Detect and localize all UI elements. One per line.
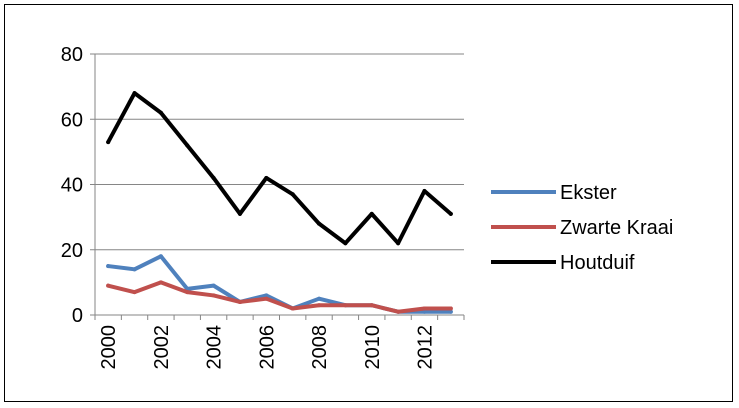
- x-tick-label: 2010: [362, 325, 384, 370]
- data-point: [448, 309, 453, 314]
- legend-label: Houtduif: [560, 252, 635, 274]
- y-tick-label: 40: [61, 175, 83, 197]
- data-point: [264, 175, 269, 180]
- data-point: [211, 293, 216, 298]
- series-line: [106, 280, 453, 314]
- legend-label: Zwarte Kraai: [560, 217, 673, 239]
- data-point: [211, 283, 216, 288]
- y-tick-label: 0: [72, 305, 83, 327]
- data-point: [132, 91, 137, 96]
- data-point: [448, 306, 453, 311]
- data-point: [343, 303, 348, 308]
- data-point: [369, 211, 374, 216]
- y-tick-label: 60: [61, 109, 83, 131]
- data-point: [237, 211, 242, 216]
- x-tick-label: 2008: [309, 325, 331, 370]
- data-point: [106, 283, 111, 288]
- data-point: [158, 254, 163, 259]
- data-point: [448, 211, 453, 216]
- data-point: [237, 299, 242, 304]
- x-tick-label: 2002: [151, 325, 173, 370]
- data-point: [106, 140, 111, 145]
- data-point: [396, 241, 401, 246]
- series-line: [106, 91, 453, 246]
- y-tick-label: 80: [61, 44, 83, 66]
- data-point: [211, 175, 216, 180]
- data-point: [317, 296, 322, 301]
- data-point: [290, 306, 295, 311]
- data-point: [317, 303, 322, 308]
- data-point: [264, 293, 269, 298]
- x-tick-label: 2006: [256, 325, 278, 370]
- data-point: [132, 290, 137, 295]
- data-point: [106, 264, 111, 269]
- data-point: [290, 192, 295, 197]
- data-point: [422, 306, 427, 311]
- data-point: [132, 267, 137, 272]
- data-point: [185, 290, 190, 295]
- data-point: [343, 241, 348, 246]
- data-point: [369, 303, 374, 308]
- legend-label: Ekster: [560, 182, 617, 204]
- x-tick-label: 2004: [204, 325, 226, 370]
- data-point: [396, 309, 401, 314]
- chart-frame: [4, 4, 733, 402]
- data-point: [317, 221, 322, 226]
- data-point: [158, 280, 163, 285]
- x-tick-label: 2000: [98, 325, 120, 370]
- data-point: [185, 143, 190, 148]
- x-tick-label: 2012: [414, 325, 436, 370]
- data-point: [422, 189, 427, 194]
- data-point: [158, 110, 163, 115]
- data-point: [422, 309, 427, 314]
- data-point: [264, 296, 269, 301]
- y-tick-label: 20: [61, 240, 83, 262]
